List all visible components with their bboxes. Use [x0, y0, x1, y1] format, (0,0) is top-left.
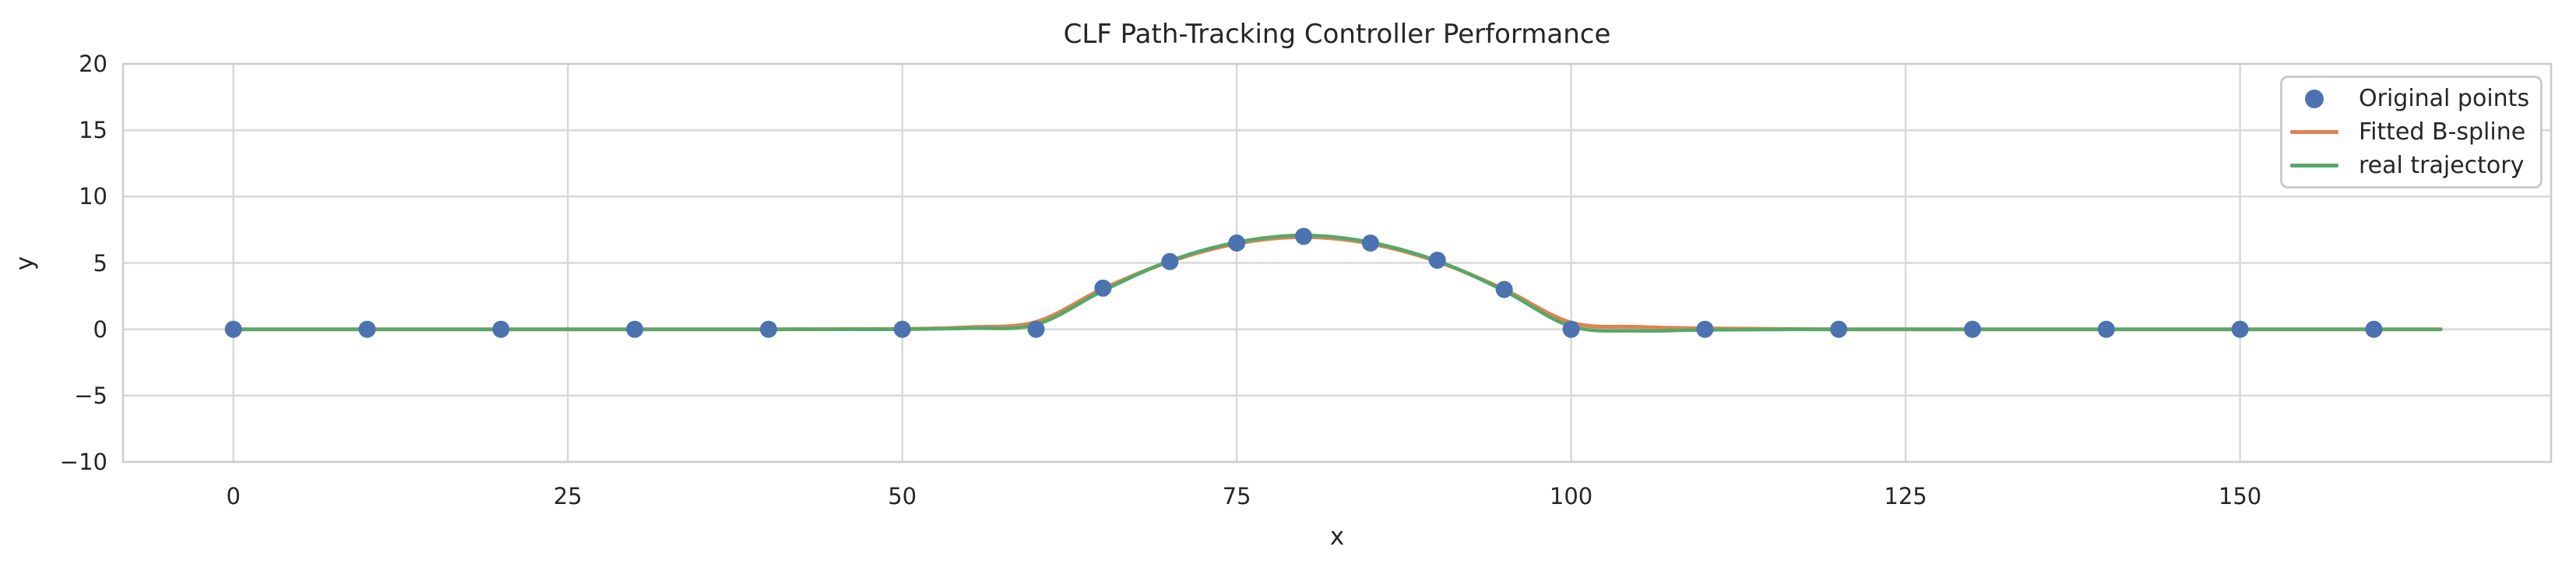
y-tick-label: 0 [93, 315, 107, 343]
x-tick-label: 150 [2218, 483, 2262, 509]
legend: Original points Fitted B-spline real tra… [2280, 76, 2543, 189]
y-tick-label: 15 [79, 117, 107, 144]
legend-label: Fitted B-spline [2359, 118, 2526, 146]
x-tick-label: 50 [888, 483, 917, 509]
legend-item-real-trajectory: real trajectory [2289, 150, 2534, 182]
x-tick-label: 0 [226, 483, 241, 509]
x-axis-label: x [1329, 523, 1345, 551]
x-tick-label: 25 [553, 483, 582, 509]
y-tick-label: 10 [79, 183, 107, 210]
legend-item-original-points: Original points [2289, 83, 2534, 115]
legend-scatter-marker-icon [2289, 89, 2340, 108]
legend-line-marker-icon [2289, 164, 2340, 167]
legend-label: Original points [2359, 84, 2530, 112]
chart-title: CLF Path-Tracking Controller Performance [1063, 19, 1611, 50]
y-tick-label: −5 [74, 382, 107, 409]
legend-item-fitted-bspline: Fitted B-spline [2289, 116, 2534, 149]
legend-label: real trajectory [2359, 151, 2525, 179]
y-tick-label: 5 [93, 249, 107, 277]
y-tick-label: −10 [59, 449, 107, 475]
x-tick-label: 100 [1549, 483, 1593, 509]
x-tick-label: 125 [1884, 483, 1927, 509]
y-tick-label: 20 [79, 51, 107, 77]
legend-line-marker-icon [2289, 130, 2340, 134]
x-tick-label: 75 [1222, 483, 1251, 509]
